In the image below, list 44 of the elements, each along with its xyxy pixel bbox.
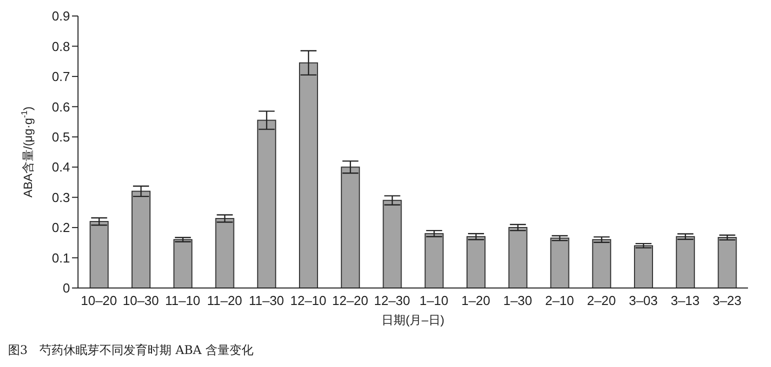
y-tick-label: 0.3	[52, 190, 70, 205]
x-tick-label: 10–20	[80, 293, 118, 308]
bar	[508, 227, 528, 288]
x-tick-label: 10–30	[122, 293, 159, 308]
x-tick-label: 1–30	[503, 293, 532, 308]
x-tick-label: 2–10	[545, 293, 574, 308]
y-tick-label: 0.5	[52, 130, 70, 145]
x-tick-label: 3–03	[628, 293, 658, 308]
y-tick-label: 0	[62, 280, 70, 296]
x-tick-label: 1–10	[419, 293, 448, 308]
bar	[299, 62, 318, 288]
x-tick-label: 3–23	[712, 293, 742, 308]
bar	[718, 237, 737, 288]
x-axis-title: 日期(月–日)	[382, 313, 444, 327]
x-tick-label: 12–10	[290, 293, 326, 308]
x-tick-label: 11–20	[206, 293, 242, 308]
bar	[592, 239, 612, 288]
x-tick-label: 12–30	[374, 293, 410, 308]
x-tick-label: 12–20	[332, 293, 368, 308]
y-tick-label: 0.4	[52, 160, 70, 175]
bar	[466, 236, 486, 288]
x-tick-label: 11–30	[248, 293, 284, 308]
bar	[424, 233, 444, 288]
bar	[173, 239, 192, 288]
bar	[132, 190, 151, 288]
y-tick-label: 0.6	[52, 99, 70, 114]
y-tick-label: 0.7	[52, 69, 70, 84]
bar	[676, 236, 695, 288]
bar	[257, 120, 276, 288]
x-tick-label: 2–20	[586, 293, 616, 308]
x-tick-label: 3–13	[670, 293, 700, 308]
bar	[634, 245, 654, 288]
bar	[550, 238, 570, 288]
y-tick-label: 0.8	[52, 38, 70, 54]
bar	[382, 200, 402, 288]
x-tick-label: 11–10	[165, 293, 200, 308]
bar	[340, 166, 360, 288]
x-tick-label: 1–20	[461, 293, 490, 308]
bar	[90, 221, 109, 288]
y-tick-label: 0.9	[52, 8, 70, 24]
y-tick-label: 0.1	[52, 250, 70, 266]
y-tick-label: 0.2	[52, 220, 70, 236]
bar	[215, 218, 234, 288]
caption: 图3 芍药休眠芽不同发育时期 ABA 含量变化	[8, 342, 254, 359]
